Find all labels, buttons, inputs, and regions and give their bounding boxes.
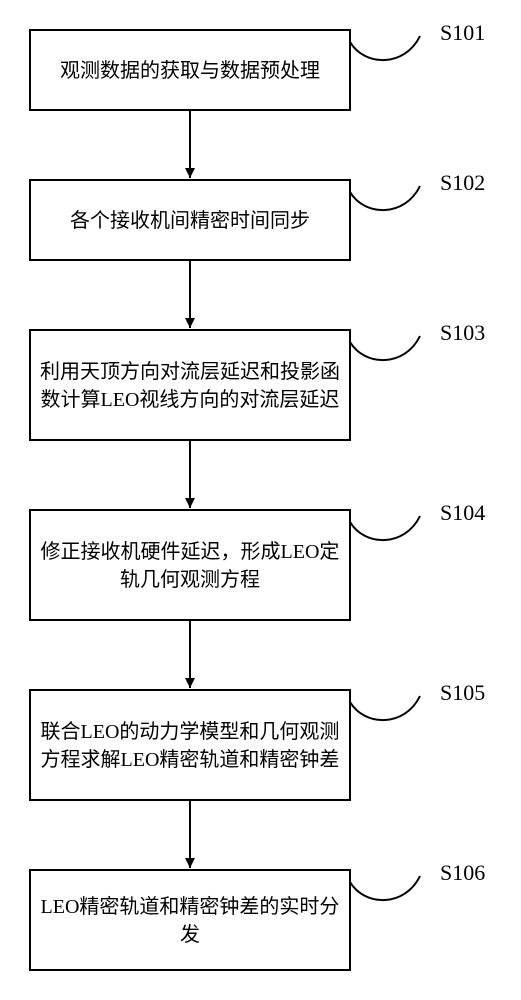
step-label-s102: S102 [440, 170, 485, 195]
leader-s105 [350, 696, 420, 720]
flow-box-s106 [30, 870, 350, 970]
flow-box-text-s101-line0: 观测数据的获取与数据预处理 [60, 59, 320, 82]
leader-s106 [350, 876, 420, 900]
leader-s101 [350, 36, 420, 60]
leader-s103 [350, 336, 420, 360]
flow-box-s103 [30, 330, 350, 440]
flow-box-s104 [30, 510, 350, 620]
step-label-s106: S106 [440, 860, 485, 885]
flow-box-text-s104-line0: 修正接收机硬件延迟，形成LEO定 [41, 540, 340, 563]
step-label-s103: S103 [440, 320, 485, 345]
leader-s104 [350, 516, 420, 540]
step-label-s101: S101 [440, 20, 485, 45]
step-label-s104: S104 [440, 500, 485, 525]
flow-box-text-s105-line1: 方程求解LEO精密轨道和精密钟差 [41, 748, 340, 771]
flow-box-text-s103-line1: 数计算LEO视线方向的对流层延迟 [41, 388, 340, 411]
flow-box-text-s106-line0: LEO精密轨道和精密钟差的实时分 [41, 895, 340, 918]
step-label-s105: S105 [440, 680, 485, 705]
flow-box-text-s105-line0: 联合LEO的动力学模型和几何观测 [41, 720, 340, 743]
flow-box-text-s102-line0: 各个接收机间精密时间同步 [70, 209, 310, 232]
flow-box-text-s106-line1: 发 [180, 923, 200, 946]
flow-box-text-s103-line0: 利用天顶方向对流层延迟和投影函 [40, 360, 340, 383]
leader-s102 [350, 186, 420, 210]
flow-box-s105 [30, 690, 350, 800]
flow-box-text-s104-line1: 轨几何观测方程 [120, 568, 260, 591]
